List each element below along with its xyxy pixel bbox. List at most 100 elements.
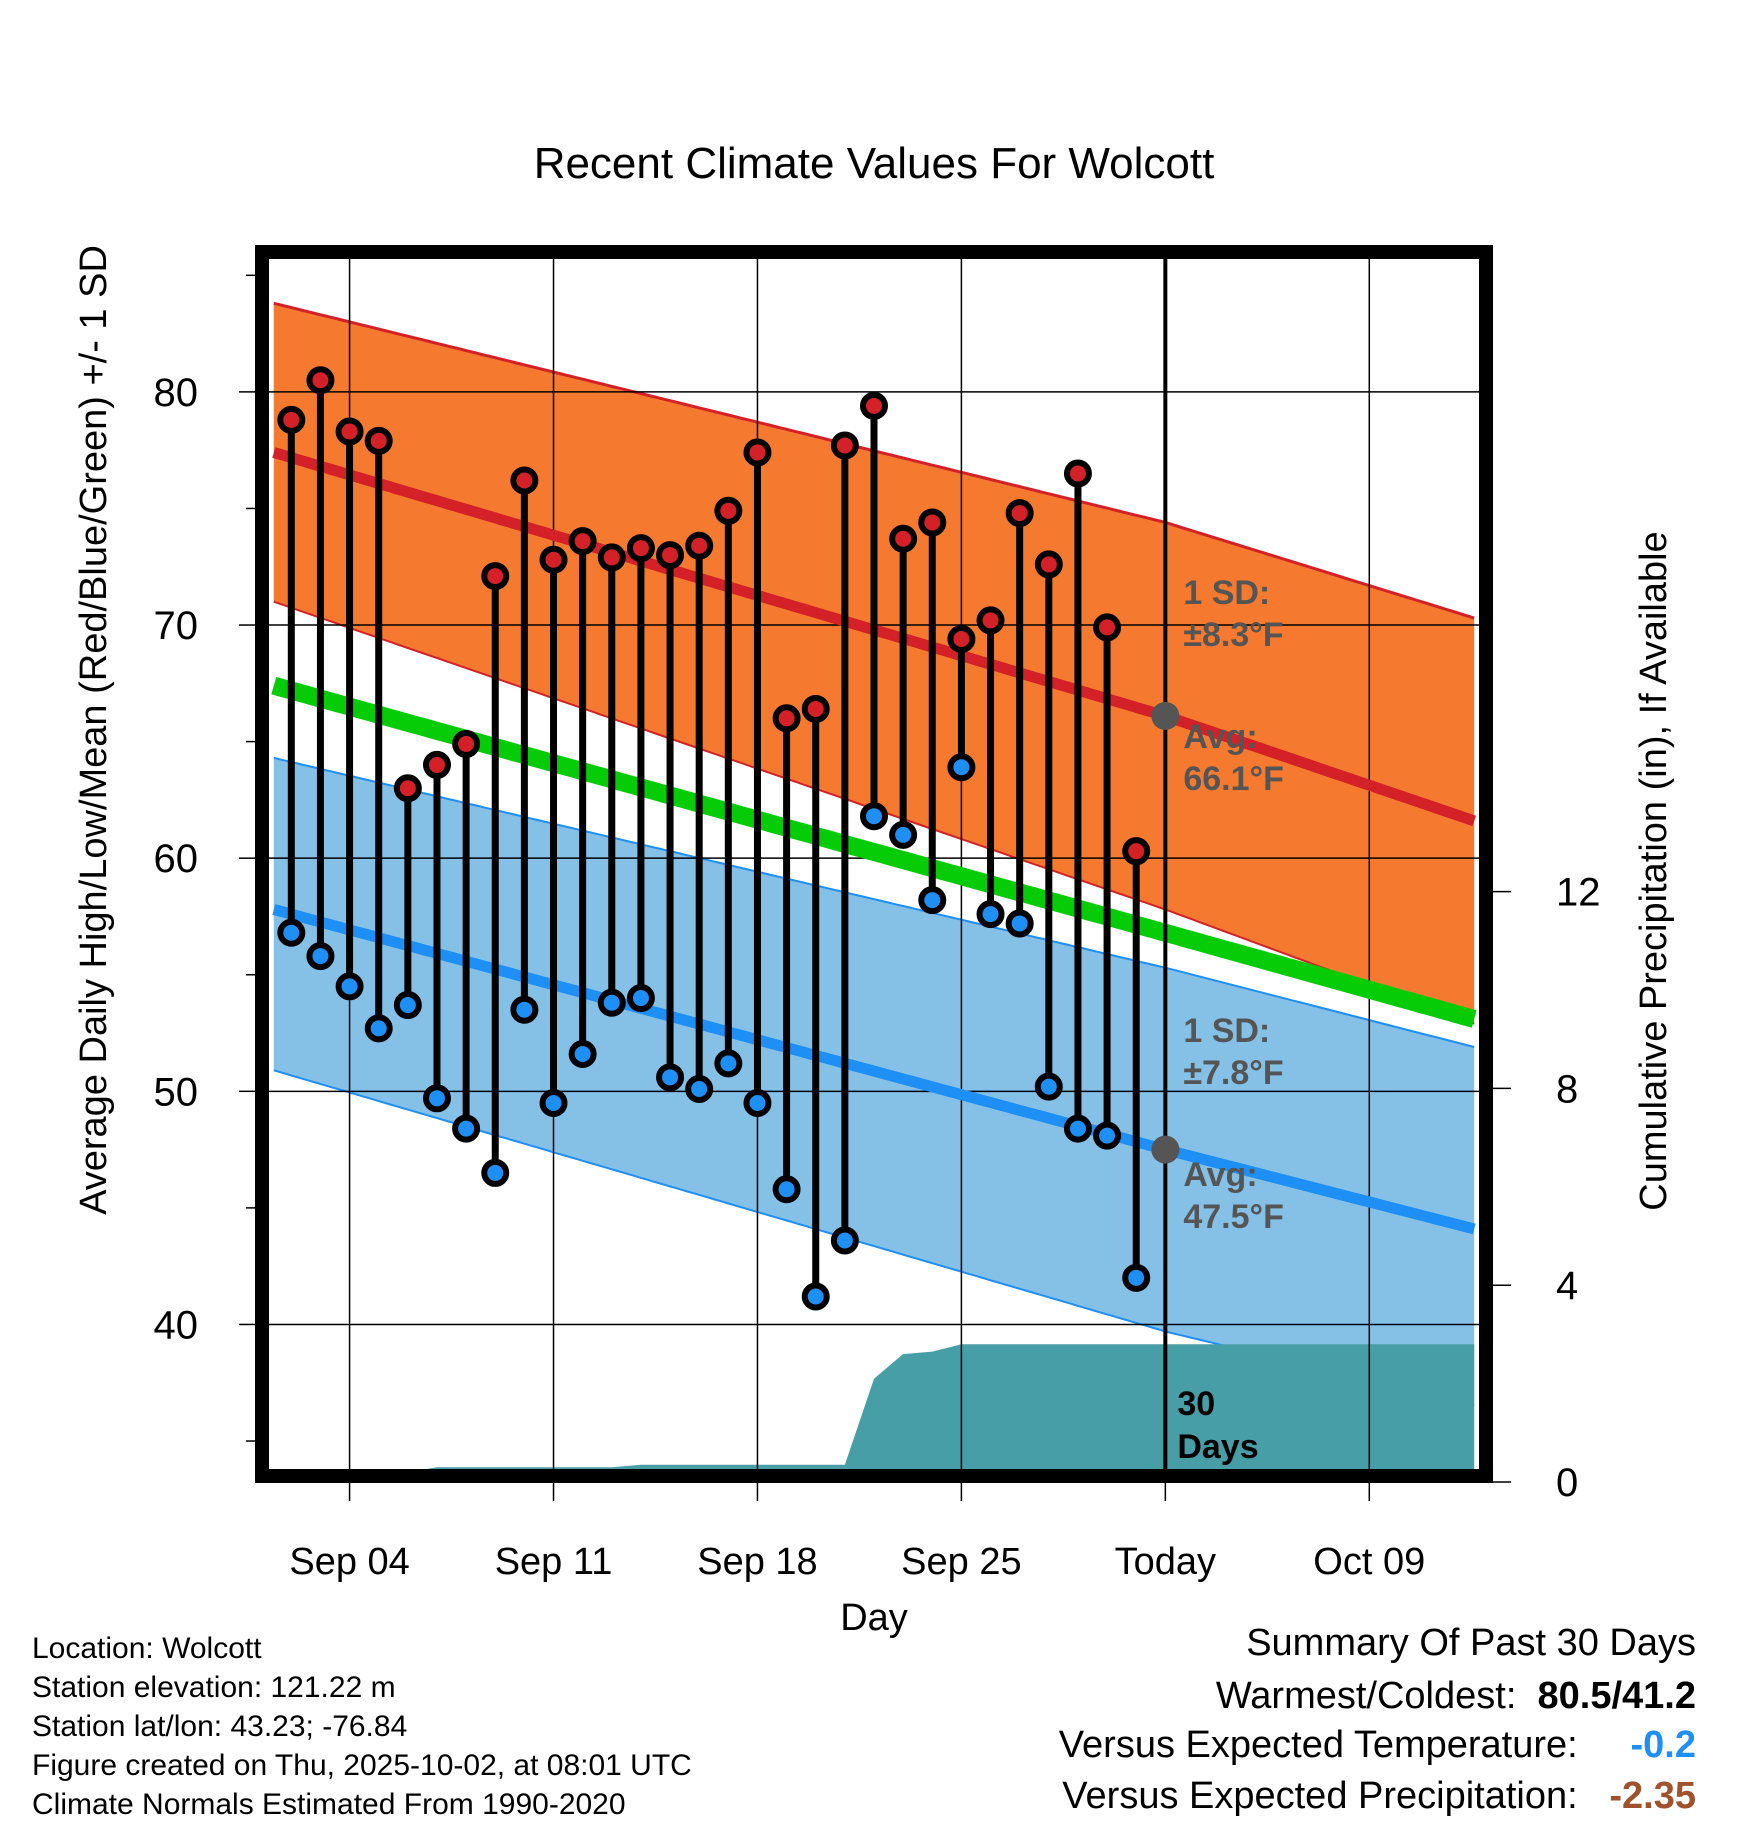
precip-label: Versus Expected Precipitation: [1062,1775,1578,1817]
low-mean-line [272,904,1476,1235]
daily-low-dot [568,1040,597,1069]
summary-precipitation: Versus Expected Precipitation: -2.35 [1062,1775,1696,1818]
y2-tick-label: 8 [1556,1067,1578,1111]
daily-low-dot [830,1226,859,1255]
summary-warmest: Warmest/Coldest: 80.5/41.2 [1216,1675,1696,1718]
daily-high-dot [1063,459,1092,488]
daily-high-dot [306,366,335,395]
daily-low-dot [714,1049,743,1078]
precip-value: -2.35 [1609,1775,1696,1817]
y2-tick-label: 12 [1556,871,1601,915]
daily-high-dot [277,405,306,434]
high-avg-value: 66.1°F [1183,760,1284,798]
daily-low-dot [277,918,306,947]
daily-high-dot [422,750,451,779]
x-tick-label: Sep 25 [901,1541,1021,1583]
high-avg-label: Avg: [1183,718,1257,756]
daily-high-dot [889,524,918,553]
daily-high-dot [539,545,568,574]
daily-high-dot [568,527,597,556]
y-tick-label: 50 [154,1070,199,1114]
daily-low-dot [481,1158,510,1187]
created-text: Figure created on Thu, 2025-10-02, at 08… [32,1749,692,1782]
x-tick-label: Sep 11 [495,1541,613,1583]
daily-low-dot [1063,1114,1092,1143]
low-sd-value: ±7.8°F [1183,1054,1283,1092]
daily-high-dot [830,431,859,460]
daily-low-dot [539,1088,568,1117]
warmest-label: Warmest/Coldest: [1215,1675,1517,1717]
daily-high-dot [1005,499,1034,528]
daily-high-dot [597,543,626,572]
x-axis-label: Day [840,1597,908,1639]
daily-low-dot [772,1175,801,1204]
precip-area [420,1344,1475,1470]
daily-low-dot [1093,1121,1122,1150]
daily-high-dot [685,531,714,560]
days-label-1: 30 [1177,1385,1215,1423]
daily-high-dot [1034,550,1063,579]
daily-low-dot [685,1074,714,1103]
daily-low-dot [918,886,947,915]
daily-low-dot [743,1088,772,1117]
daily-high-dot [452,729,481,758]
daily-high-dot [801,694,830,723]
y-tick-label: 40 [154,1303,199,1347]
elevation-text: Station elevation: 121.22 m [32,1671,396,1704]
daily-low-dot [1034,1072,1063,1101]
daily-low-dot [306,942,335,971]
daily-high-dot [364,426,393,455]
daily-low-dot [860,802,888,831]
warmest-value: 80.5/41.2 [1537,1675,1696,1717]
daily-low-dot [510,995,539,1024]
high-avg-marker [1151,701,1180,730]
daily-high-dot [743,438,772,467]
daily-low-dot [1005,909,1034,938]
y2-tick-label: 4 [1556,1264,1578,1308]
x-tick-label: Sep 04 [289,1541,409,1583]
plot-frame [255,245,1493,1483]
y-tick-label: 70 [154,604,199,648]
daily-low-dot [393,991,422,1020]
daily-low-dot [364,1014,393,1043]
normals-text: Climate Normals Estimated From 1990-2020 [32,1788,626,1821]
daily-high-dot [1122,837,1151,866]
daily-high-dot [481,562,510,591]
summary-temperature: Versus Expected Temperature: -0.2 [1059,1724,1696,1767]
low-sd-band [273,757,1475,1407]
daily-low-dot [626,984,655,1013]
high-sd-value: ±8.3°F [1183,616,1283,654]
daily-high-dot [947,625,976,654]
low-avg-marker [1151,1135,1180,1164]
daily-high-dot [393,774,422,803]
daily-high-dot [714,496,743,525]
summary-title: Summary Of Past 30 Days [1246,1622,1696,1664]
daily-high-dot [918,508,947,537]
temp-label: Versus Expected Temperature: [1058,1724,1578,1766]
y-tick-label: 80 [154,371,199,415]
low-avg-value: 47.5°F [1183,1198,1284,1236]
daily-high-dot [1093,613,1122,642]
y-tick-label: 60 [154,837,199,881]
daily-high-dot [656,541,685,570]
daily-low-dot [597,988,626,1017]
daily-high-dot [510,466,539,495]
high-sd-label: 1 SD: [1183,574,1270,612]
x-tick-label: Today [1115,1541,1216,1583]
daily-low-dot [889,820,918,849]
latlon-text: Station lat/lon: 43.23; -76.84 [32,1710,408,1743]
daily-low-dot [976,900,1005,929]
daily-low-dot [422,1084,451,1113]
x-tick-label: Oct 09 [1313,1541,1425,1583]
daily-high-dot [335,417,364,446]
low-avg-label: Avg: [1183,1156,1257,1194]
days-label-2: Days [1177,1428,1258,1466]
daily-low-dot [947,753,976,782]
low-sd-label: 1 SD: [1183,1012,1270,1050]
temp-value: -0.2 [1630,1724,1696,1766]
daily-high-dot [976,606,1005,635]
daily-high-dot [860,391,888,420]
daily-low-dot [452,1114,481,1143]
y-axis-label: Average Daily High/Low/Mean (Red/Blue/Gr… [73,245,115,1215]
